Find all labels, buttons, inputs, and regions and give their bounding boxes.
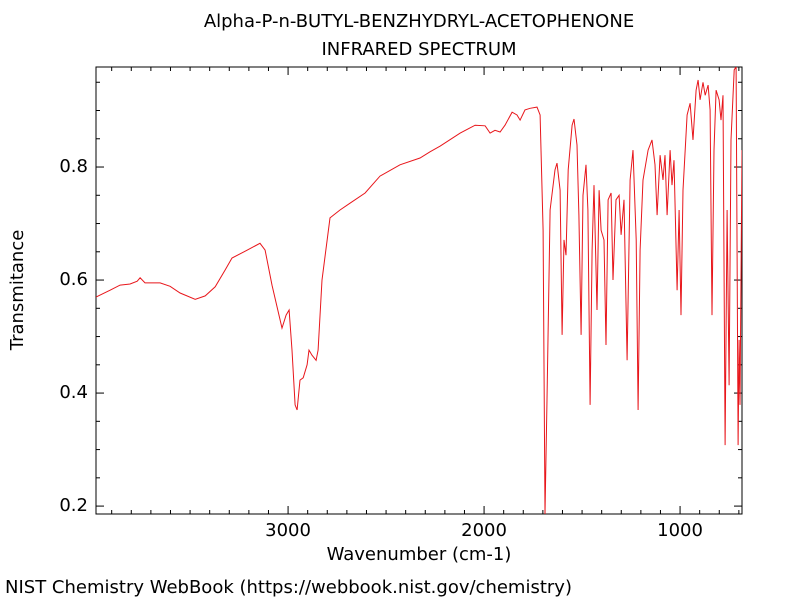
plot-frame (95, 66, 743, 515)
x-tick-label: 3000 (265, 520, 311, 541)
y-tick-label: 0.6 (59, 269, 88, 290)
y-tick-label: 0.2 (59, 495, 88, 516)
x-tick-label: 1000 (657, 520, 703, 541)
y-tick-label: 0.8 (59, 156, 88, 177)
chart-subtitle: INFRARED SPECTRUM (321, 39, 516, 60)
x-axis-label: Wavenumber (cm-1) (327, 544, 512, 565)
x-tick-label: 2000 (461, 520, 507, 541)
y-tick-label: 0.4 (59, 382, 88, 403)
source-note: NIST Chemistry WebBook (https://webbook.… (5, 577, 572, 598)
chart-title: Alpha-P-n-BUTYL-BENZHYDRYL-ACETOPHENONE (204, 11, 634, 32)
y-axis-label: Transmitance (7, 230, 28, 352)
spectrum-line (96, 67, 742, 514)
